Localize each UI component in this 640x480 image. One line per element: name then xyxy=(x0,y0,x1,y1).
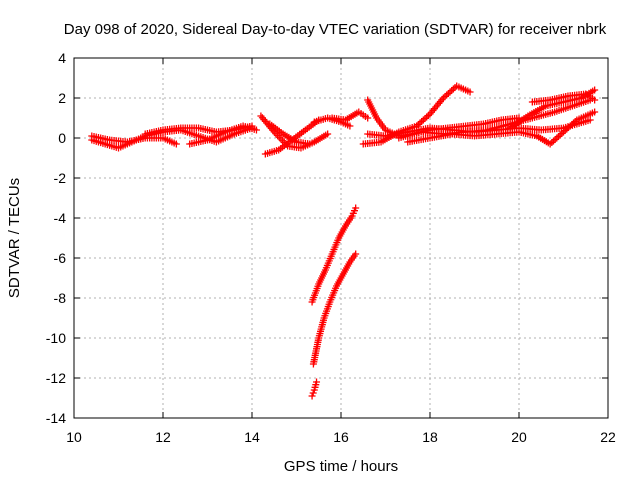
y-tick-label: -6 xyxy=(54,250,67,266)
y-tick-label: -12 xyxy=(46,370,66,386)
data-point-interp xyxy=(424,112,432,119)
data-point-interp xyxy=(423,113,431,121)
x-tick-label: 22 xyxy=(600,429,616,445)
series-arc-11 xyxy=(359,82,474,148)
y-axis-label: SDTVAR / TECUs xyxy=(6,178,23,298)
data-point xyxy=(308,392,316,400)
data-point xyxy=(252,126,260,134)
y-tick-label: -10 xyxy=(46,330,66,346)
x-axis-label: GPS time / hours xyxy=(284,458,398,475)
data-point-interp xyxy=(416,119,424,127)
data-point-interp xyxy=(421,115,429,122)
data-point xyxy=(591,96,599,104)
data-point-interp xyxy=(446,88,454,96)
data-point-interp xyxy=(444,90,452,97)
x-tick-label: 12 xyxy=(155,429,171,445)
y-tick-label: 4 xyxy=(58,50,66,66)
data-point xyxy=(324,130,332,138)
data-point xyxy=(346,122,354,130)
data-point-interp xyxy=(441,93,449,100)
data-point-interp xyxy=(565,124,573,131)
data-points xyxy=(88,82,599,400)
data-point-interp xyxy=(554,133,562,140)
y-tick-label: -2 xyxy=(54,170,67,186)
series-arc-15 xyxy=(506,86,599,132)
x-tick-label: 10 xyxy=(66,429,82,445)
data-point xyxy=(546,140,554,148)
series-arc-2 xyxy=(88,132,180,148)
series-arc-16 xyxy=(528,90,599,106)
series-arc-7 xyxy=(266,120,314,148)
data-point-interp xyxy=(558,130,566,137)
series-arc-4 xyxy=(186,122,260,148)
series-arc-17 xyxy=(308,204,360,306)
data-point xyxy=(560,128,567,136)
data-point-interp xyxy=(566,122,574,130)
data-point-interp xyxy=(448,87,456,94)
data-point-interp xyxy=(563,125,571,133)
data-point-interp xyxy=(443,91,451,99)
data-point xyxy=(586,116,594,124)
series-arc-5 xyxy=(257,112,332,152)
data-point xyxy=(591,86,599,94)
data-point-interp xyxy=(418,118,426,125)
y-tick-label: -8 xyxy=(54,290,67,306)
series-arc-19 xyxy=(308,378,321,400)
y-tick-label: 2 xyxy=(58,90,66,106)
tick-labels: 10 12 14 16 18 20 22 -14 -12 -10 -8 -6 -4 -2 0 2 4 xyxy=(46,50,616,445)
data-point-interp xyxy=(571,118,579,125)
data-point-interp xyxy=(449,85,457,93)
data-point-interp xyxy=(548,139,556,146)
data-point-interp xyxy=(568,121,576,128)
data-point-interp xyxy=(553,134,561,142)
x-tick-label: 18 xyxy=(422,429,438,445)
data-point xyxy=(591,108,599,116)
series-arc-18 xyxy=(309,250,360,368)
data-point xyxy=(306,140,314,148)
x-tick-label: 16 xyxy=(333,429,349,445)
axis-ticks xyxy=(73,57,609,419)
chart-title: Day 098 of 2020, Sidereal Day-to-day VTE… xyxy=(64,21,607,38)
x-tick-label: 20 xyxy=(511,429,527,445)
series-arc-9 xyxy=(310,114,354,130)
data-point xyxy=(313,378,321,386)
series-arc-14 xyxy=(404,108,599,148)
data-point-interp xyxy=(561,127,569,134)
x-tick-label: 14 xyxy=(244,429,260,445)
data-point-interp xyxy=(549,137,557,145)
y-tick-label: -4 xyxy=(54,210,67,226)
y-tick-label: -14 xyxy=(46,410,66,426)
data-point xyxy=(466,88,474,96)
data-point xyxy=(439,94,447,102)
data-point-interp xyxy=(419,116,427,124)
data-point-interp xyxy=(551,136,559,143)
data-point xyxy=(352,204,360,212)
data-point xyxy=(352,250,360,258)
data-point-interp xyxy=(309,389,317,397)
data-point xyxy=(364,114,372,122)
data-point xyxy=(172,140,180,148)
y-tick-label: 0 xyxy=(58,130,66,146)
data-point-interp xyxy=(570,119,578,127)
data-point-interp xyxy=(556,131,564,139)
